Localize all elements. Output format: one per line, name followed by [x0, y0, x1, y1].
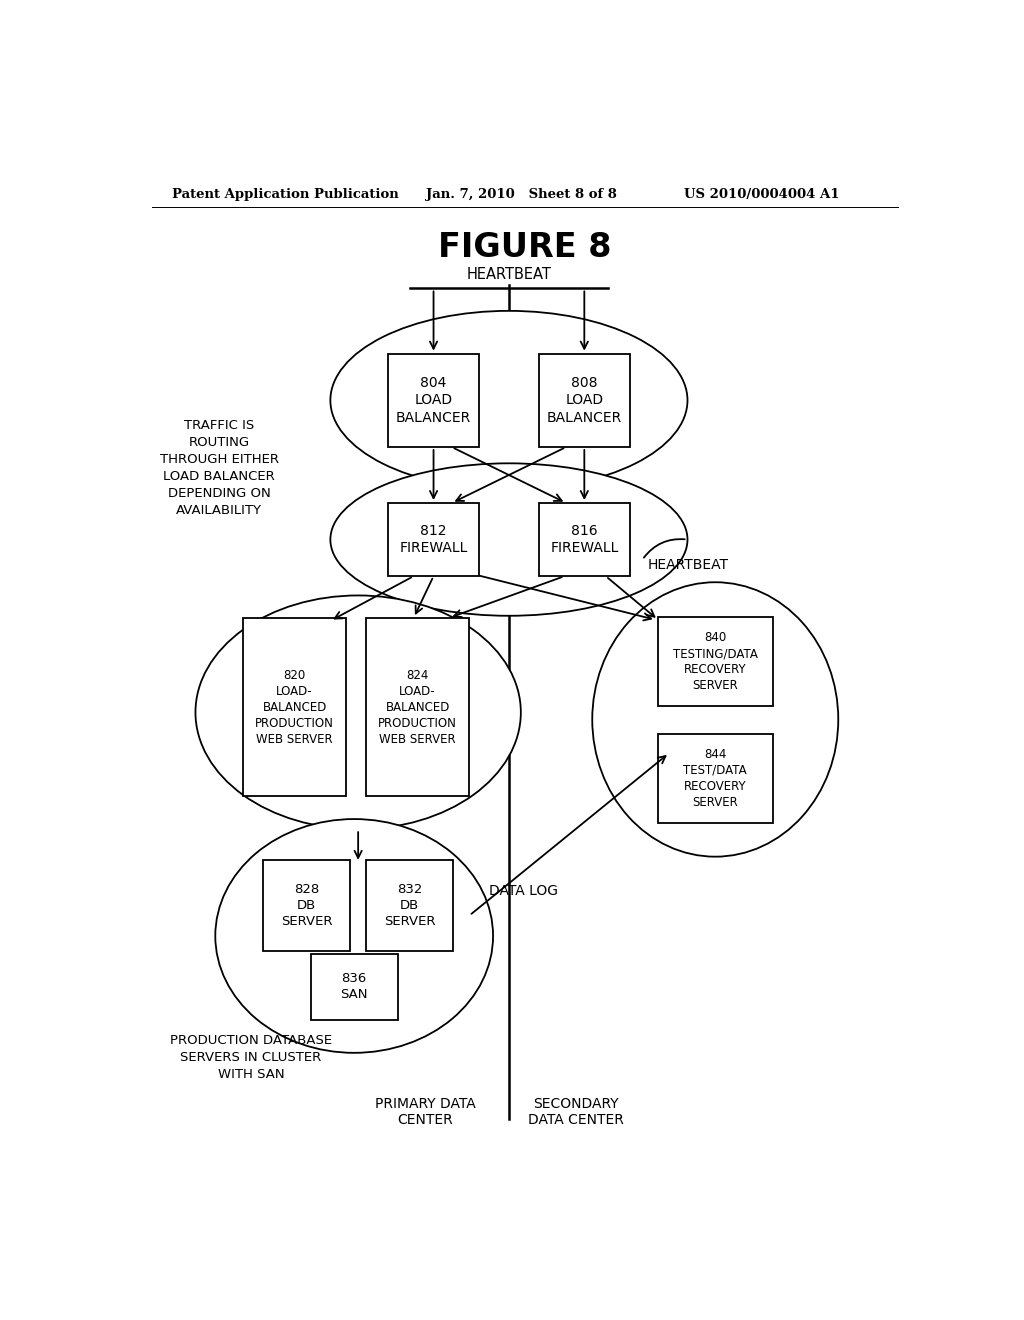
Ellipse shape	[331, 312, 687, 490]
Text: 844
TEST/DATA
RECOVERY
SERVER: 844 TEST/DATA RECOVERY SERVER	[683, 748, 748, 809]
Text: Patent Application Publication: Patent Application Publication	[172, 189, 398, 202]
FancyBboxPatch shape	[539, 354, 630, 447]
Text: 820
LOAD-
BALANCED
PRODUCTION
WEB SERVER: 820 LOAD- BALANCED PRODUCTION WEB SERVER	[255, 669, 334, 746]
Text: 812
FIREWALL: 812 FIREWALL	[399, 524, 468, 556]
Text: SECONDARY
DATA CENTER: SECONDARY DATA CENTER	[528, 1097, 625, 1127]
Text: FIGURE 8: FIGURE 8	[438, 231, 611, 264]
FancyBboxPatch shape	[657, 616, 773, 706]
FancyBboxPatch shape	[263, 859, 350, 952]
Text: DATA LOG: DATA LOG	[489, 884, 558, 899]
FancyBboxPatch shape	[539, 503, 630, 576]
Text: US 2010/0004004 A1: US 2010/0004004 A1	[684, 189, 839, 202]
FancyBboxPatch shape	[243, 618, 346, 796]
Text: HEARTBEAT: HEARTBEAT	[467, 268, 551, 282]
Ellipse shape	[331, 463, 687, 616]
Text: PRODUCTION DATABASE
SERVERS IN CLUSTER
WITH SAN: PRODUCTION DATABASE SERVERS IN CLUSTER W…	[170, 1035, 332, 1081]
Text: 832
DB
SERVER: 832 DB SERVER	[384, 883, 435, 928]
Text: PRIMARY DATA
CENTER: PRIMARY DATA CENTER	[375, 1097, 476, 1127]
Text: 840
TESTING/DATA
RECOVERY
SERVER: 840 TESTING/DATA RECOVERY SERVER	[673, 631, 758, 692]
FancyBboxPatch shape	[657, 734, 773, 824]
Text: 804
LOAD
BALANCER: 804 LOAD BALANCER	[396, 376, 471, 425]
FancyBboxPatch shape	[388, 354, 479, 447]
Text: 816
FIREWALL: 816 FIREWALL	[550, 524, 618, 556]
Text: HEARTBEAT: HEARTBEAT	[648, 558, 729, 572]
Text: 808
LOAD
BALANCER: 808 LOAD BALANCER	[547, 376, 622, 425]
FancyBboxPatch shape	[310, 954, 397, 1020]
Text: 836
SAN: 836 SAN	[340, 973, 368, 1002]
Text: 824
LOAD-
BALANCED
PRODUCTION
WEB SERVER: 824 LOAD- BALANCED PRODUCTION WEB SERVER	[378, 669, 457, 746]
Text: 828
DB
SERVER: 828 DB SERVER	[281, 883, 333, 928]
Ellipse shape	[215, 818, 494, 1053]
FancyBboxPatch shape	[367, 618, 469, 796]
Ellipse shape	[592, 582, 839, 857]
FancyBboxPatch shape	[367, 859, 454, 952]
Ellipse shape	[196, 595, 521, 829]
Text: Jan. 7, 2010   Sheet 8 of 8: Jan. 7, 2010 Sheet 8 of 8	[426, 189, 616, 202]
FancyBboxPatch shape	[388, 503, 479, 576]
Text: TRAFFIC IS
ROUTING
THROUGH EITHER
LOAD BALANCER
DEPENDING ON
AVAILABILITY: TRAFFIC IS ROUTING THROUGH EITHER LOAD B…	[160, 420, 279, 517]
